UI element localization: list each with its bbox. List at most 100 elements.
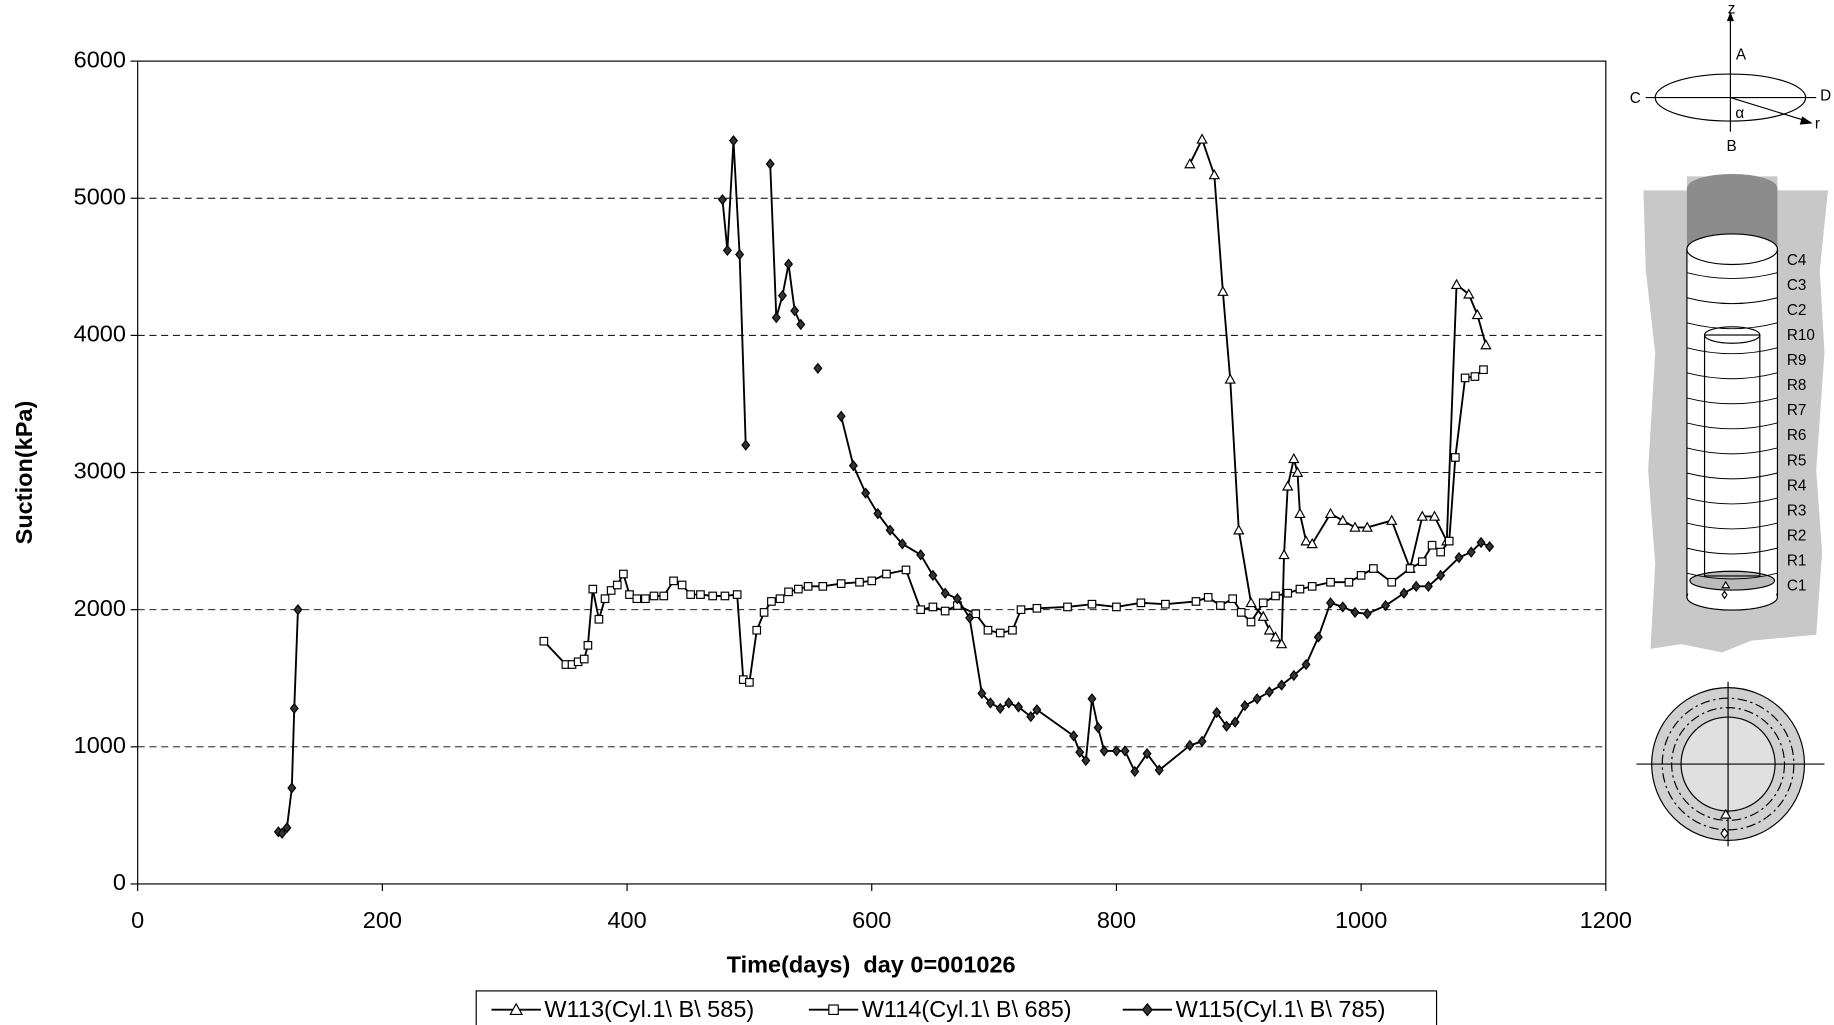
data-point xyxy=(1257,610,1269,621)
data-point xyxy=(1278,548,1290,560)
y-tick-label: 2000 xyxy=(74,595,126,621)
data-point xyxy=(1427,540,1437,550)
ring-label: C1 xyxy=(1787,577,1807,594)
data-point xyxy=(1288,452,1300,464)
data-point xyxy=(1161,599,1170,609)
data-point xyxy=(771,311,781,324)
data-point xyxy=(995,702,1005,715)
data-point xyxy=(1191,597,1201,606)
data-point xyxy=(916,549,926,561)
series-line xyxy=(278,140,1490,835)
data-point xyxy=(901,565,911,575)
plug-top xyxy=(1686,173,1778,203)
legend-marker xyxy=(828,1004,839,1016)
data-point xyxy=(1423,580,1433,593)
data-point xyxy=(745,678,754,687)
data-point xyxy=(1307,582,1317,591)
data-point xyxy=(1277,679,1287,691)
data-point xyxy=(1269,631,1282,642)
data-point xyxy=(583,640,593,650)
ring xyxy=(1686,422,1778,430)
data-point xyxy=(1450,278,1463,290)
data-point xyxy=(1444,536,1454,546)
ring xyxy=(1686,522,1778,530)
data-point xyxy=(1428,510,1441,521)
y-tick-label: 5000 xyxy=(74,183,126,209)
data-point xyxy=(1294,507,1306,519)
data-point xyxy=(1295,584,1305,594)
data-point xyxy=(1466,546,1476,558)
data-point xyxy=(971,609,981,619)
data-point xyxy=(1245,596,1257,608)
data-point xyxy=(1075,746,1085,758)
data-point xyxy=(784,587,793,597)
data-point xyxy=(897,538,907,550)
axis-label: A xyxy=(1736,46,1747,63)
ring xyxy=(1686,372,1778,380)
data-point xyxy=(708,591,718,601)
data-point xyxy=(1016,605,1026,615)
data-point xyxy=(952,593,962,605)
ring xyxy=(1686,347,1778,355)
data-point xyxy=(1291,466,1304,477)
data-point xyxy=(1111,745,1121,757)
data-point xyxy=(803,582,813,591)
data-point xyxy=(720,591,730,601)
legend-label: W114(Cyl.1\ B\ 685) xyxy=(862,996,1072,1022)
data-point xyxy=(940,606,950,616)
data-point xyxy=(588,584,598,594)
data-point xyxy=(1306,537,1318,549)
data-point xyxy=(1026,710,1036,723)
x-tick-label: 0 xyxy=(131,907,144,933)
x-tick-label: 1200 xyxy=(1580,907,1632,933)
data-point xyxy=(641,594,650,604)
data-point xyxy=(995,628,1005,638)
ring-label: R10 xyxy=(1787,327,1815,344)
inner-top xyxy=(1703,326,1761,344)
data-point xyxy=(289,702,299,715)
data-point xyxy=(722,244,732,257)
data-point xyxy=(1471,308,1484,320)
data-point xyxy=(1356,571,1366,580)
data-point xyxy=(1386,514,1398,525)
data-point xyxy=(1233,524,1245,535)
legend-marker xyxy=(1141,1002,1153,1017)
data-point xyxy=(579,654,589,664)
data-point xyxy=(686,590,696,599)
data-point xyxy=(659,591,669,601)
data-point xyxy=(1338,601,1348,613)
data-point xyxy=(813,362,823,374)
data-point xyxy=(1228,594,1238,604)
data-point xyxy=(861,487,871,499)
data-point xyxy=(1087,693,1097,705)
axis-label: C xyxy=(1630,90,1641,107)
data-point xyxy=(1460,373,1470,383)
data-point xyxy=(287,782,297,794)
data-point xyxy=(1240,700,1250,712)
data-point xyxy=(1236,608,1246,617)
data-point xyxy=(1258,598,1268,608)
data-point xyxy=(765,158,775,170)
sensor xyxy=(1721,590,1728,600)
data-point xyxy=(1436,547,1446,557)
axis-label: D xyxy=(1820,87,1831,104)
arrow-head xyxy=(1726,11,1734,22)
ring-label: R8 xyxy=(1787,377,1807,394)
ring-label: R1 xyxy=(1787,552,1807,569)
legend-marker xyxy=(509,1002,524,1016)
data-point xyxy=(1032,704,1042,716)
data-point xyxy=(1450,453,1460,462)
series-line xyxy=(543,368,1485,684)
data-point xyxy=(1271,591,1280,601)
ring-label: C2 xyxy=(1787,302,1807,319)
data-point xyxy=(1087,599,1097,609)
data-point xyxy=(1264,686,1274,698)
x-tick-label: 1000 xyxy=(1335,907,1387,933)
data-point xyxy=(1436,569,1446,582)
data-point xyxy=(1361,521,1373,532)
data-point xyxy=(916,605,926,615)
data-point xyxy=(1470,372,1480,381)
data-point xyxy=(1362,608,1372,620)
x-tick-label: 600 xyxy=(852,907,891,933)
data-point xyxy=(965,612,975,624)
